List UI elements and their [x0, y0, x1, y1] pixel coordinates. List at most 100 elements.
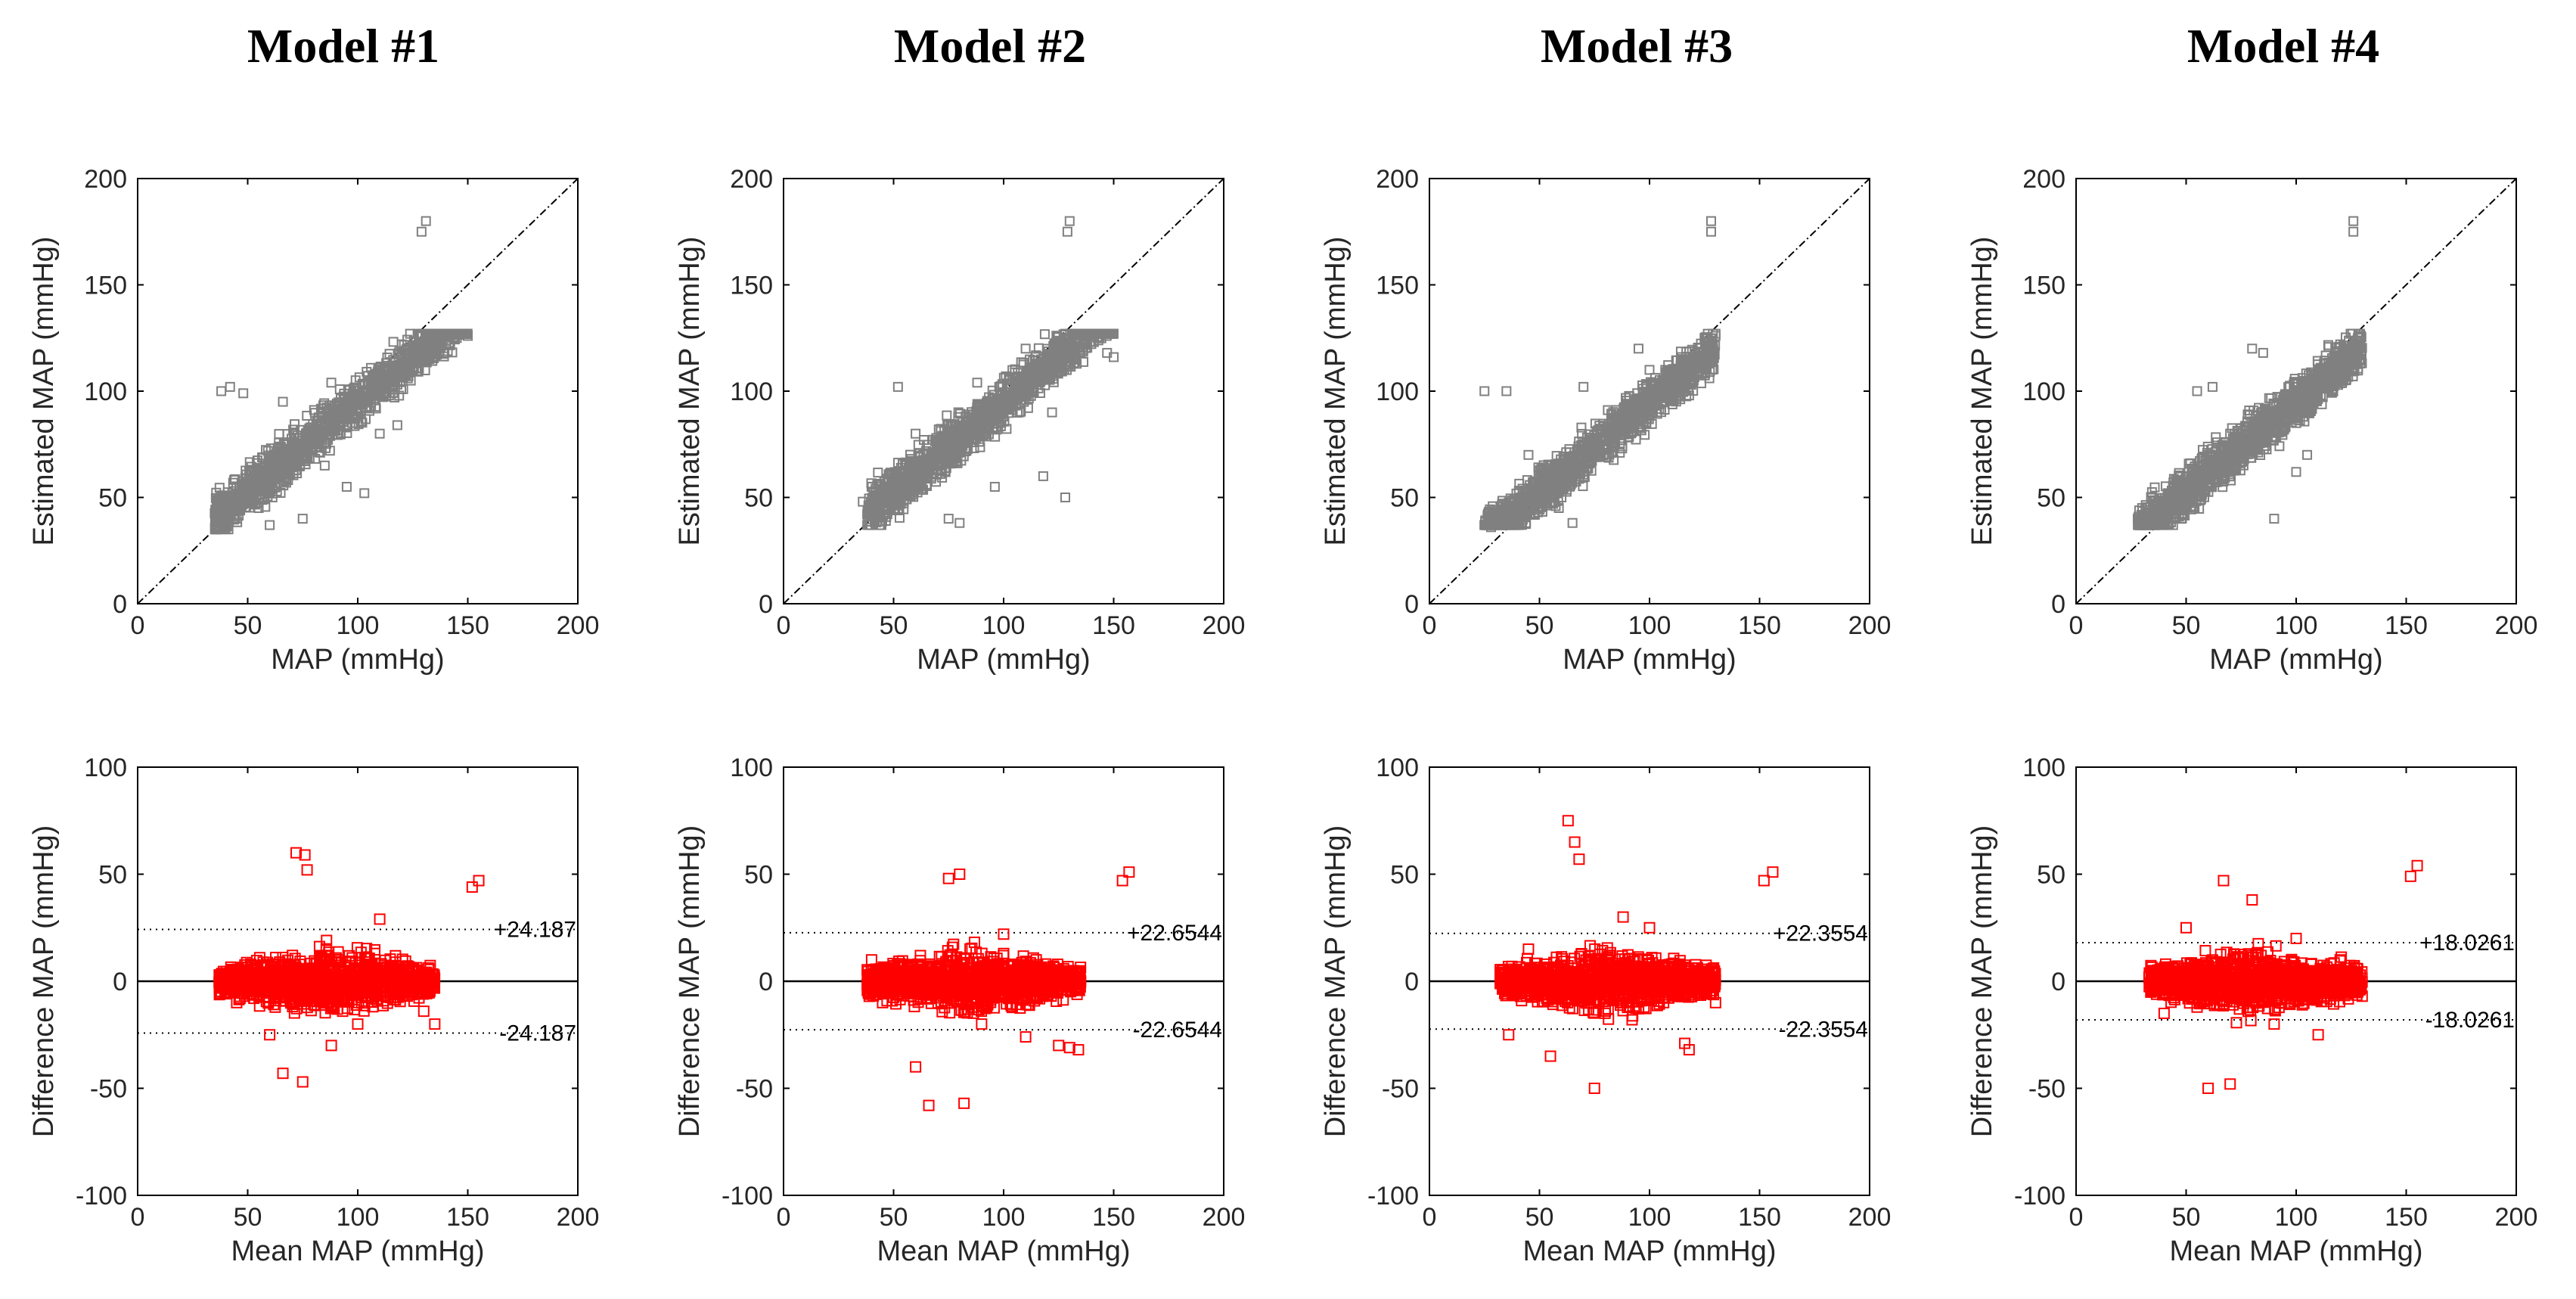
data-point: [319, 460, 330, 471]
data-point: [1032, 375, 1042, 386]
data-point: [308, 967, 320, 979]
data-point: [225, 498, 235, 508]
data-point: [334, 984, 346, 996]
data-point: [270, 464, 281, 474]
data-point: [300, 978, 312, 990]
data-point: [211, 524, 222, 535]
data-point: [366, 362, 377, 373]
data-point: [990, 431, 1001, 442]
data-point: [265, 456, 275, 467]
data-point: [358, 999, 371, 1012]
data-point: [1063, 333, 1073, 343]
data-point: [260, 502, 271, 512]
data-point: [1064, 216, 1075, 226]
data-point: [257, 960, 269, 972]
data-point: [281, 475, 291, 486]
data-point: [892, 458, 903, 468]
data-point: [280, 455, 290, 466]
data-point: [324, 446, 335, 456]
data-point: [417, 1005, 430, 1018]
data-point: [900, 480, 911, 491]
data-point: [905, 461, 916, 472]
data-point: [236, 492, 247, 502]
data-point: [296, 1076, 309, 1088]
data-point: [942, 431, 952, 442]
data-point: [342, 1002, 354, 1015]
data-point: [219, 980, 231, 992]
data-point: [349, 421, 360, 431]
data-point: [224, 505, 234, 516]
data-point: [341, 996, 353, 1008]
y-axis-label: Estimated MAP (mmHg): [674, 237, 706, 546]
data-point: [332, 946, 344, 958]
data-point: [927, 463, 938, 474]
data-point: [313, 940, 325, 952]
data-point: [975, 442, 985, 452]
data-point: [279, 465, 290, 475]
data-point: [288, 1007, 300, 1019]
data-point: [943, 514, 954, 524]
data-point: [1057, 356, 1067, 366]
data-point: [289, 952, 301, 965]
data-point: [383, 377, 394, 387]
x-tick-label: 100: [337, 1203, 380, 1232]
x-axis-label: Mean MAP (mmHg): [231, 1235, 484, 1267]
data-point: [892, 381, 903, 392]
data-point: [324, 1002, 337, 1015]
data-point: [980, 431, 991, 442]
x-tick-label: 0: [131, 1203, 145, 1232]
data-point: [346, 406, 357, 416]
data-point: [343, 981, 355, 993]
data-point: [350, 385, 361, 396]
y-tick-label: 200: [730, 165, 773, 194]
data-point: [957, 424, 968, 434]
data-point: [334, 412, 345, 422]
data-point: [235, 502, 246, 512]
y-tick-label: 0: [113, 590, 127, 619]
data-point: [354, 372, 365, 383]
data-point: [383, 977, 396, 990]
data-point: [405, 971, 417, 983]
x-axis-label: MAP (mmHg): [917, 644, 1090, 676]
data-point: [437, 328, 448, 339]
data-point: [445, 340, 455, 350]
data-point: [1060, 493, 1070, 502]
data-point: [911, 428, 921, 439]
data-point: [1001, 424, 1012, 434]
data-point: [399, 346, 410, 356]
data-point: [396, 974, 408, 986]
data-point: [1041, 343, 1052, 354]
data-point: [423, 984, 435, 996]
data-point: [933, 460, 943, 471]
data-point: [372, 975, 384, 987]
data-point: [371, 993, 383, 1005]
data-point: [272, 964, 284, 976]
data-point: [213, 496, 223, 506]
data-point: [1074, 334, 1085, 345]
data-point: [1050, 354, 1060, 365]
data-point: [871, 497, 882, 508]
x-tick-label: 150: [1092, 611, 1135, 640]
y-tick-label: 0: [759, 590, 773, 619]
x-tick-label: 50: [234, 611, 262, 640]
data-point: [277, 1067, 289, 1080]
data-point: [914, 448, 925, 458]
data-point: [1035, 361, 1046, 371]
data-point: [231, 996, 243, 1008]
data-point: [969, 443, 979, 453]
data-point: [301, 864, 313, 876]
data-point: [989, 481, 1000, 492]
data-point: [1042, 374, 1053, 384]
data-point: [1039, 329, 1050, 340]
data-point: [984, 413, 995, 424]
data-point: [899, 490, 910, 501]
y-tick-label: 150: [84, 272, 127, 300]
x-axis-label: MAP (mmHg): [271, 644, 444, 676]
y-tick-label: -50: [90, 1075, 127, 1104]
data-point: [958, 451, 969, 461]
data-point: [295, 460, 306, 471]
data-point: [936, 1005, 948, 1018]
data-point: [417, 328, 427, 339]
data-point: [216, 514, 226, 524]
